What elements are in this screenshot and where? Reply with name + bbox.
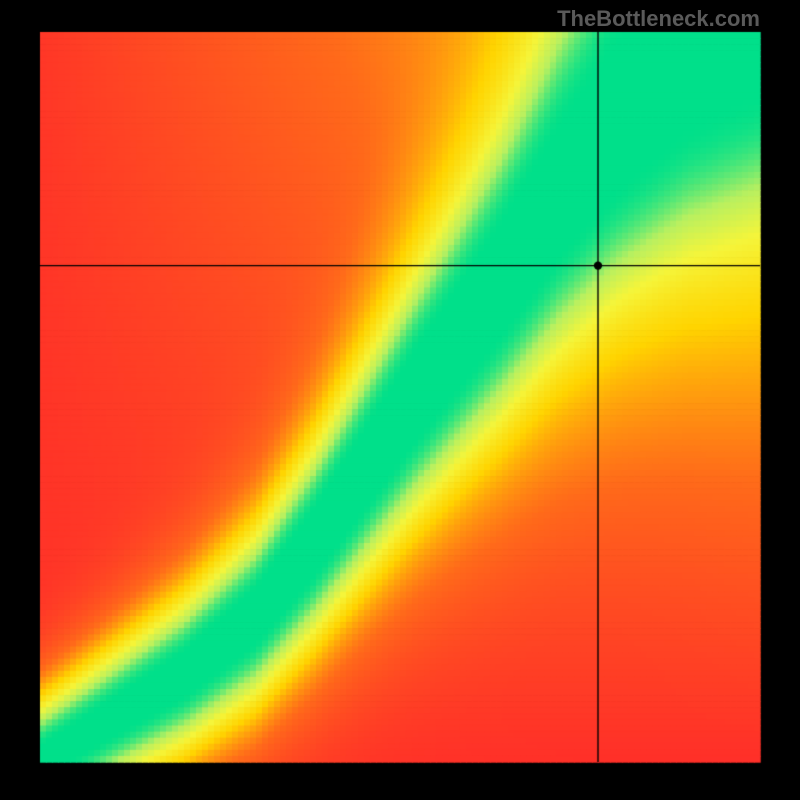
heatmap-canvas bbox=[0, 0, 800, 800]
chart-container: TheBottleneck.com bbox=[0, 0, 800, 800]
watermark-text: TheBottleneck.com bbox=[557, 6, 760, 32]
